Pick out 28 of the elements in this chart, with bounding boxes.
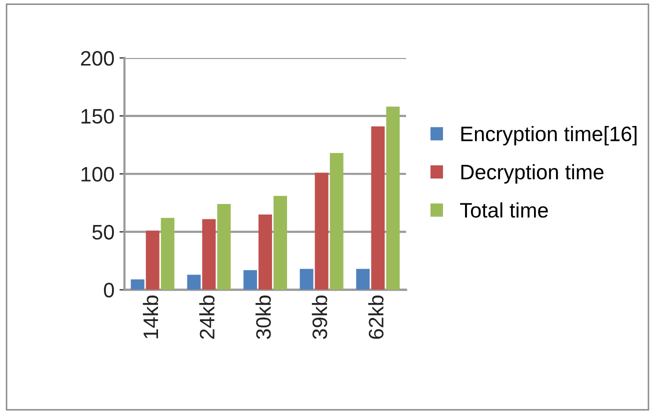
y-tick-label: 0	[104, 282, 114, 298]
bar	[130, 279, 144, 290]
bar	[356, 268, 370, 290]
bar	[371, 126, 385, 290]
bar	[160, 218, 174, 290]
bar	[258, 214, 272, 290]
x-tick-label: 14kb	[142, 296, 158, 338]
y-tick-label: 50	[92, 224, 114, 240]
bar	[243, 270, 258, 290]
y-tick-label: 100	[82, 166, 114, 182]
legend-label: Encryption time[16]	[461, 126, 636, 146]
bar	[217, 204, 231, 290]
bar	[274, 196, 288, 290]
legend-label: Total time	[460, 202, 548, 218]
x-tick-label: 62kb	[368, 296, 384, 339]
bar	[202, 219, 216, 290]
bar	[300, 268, 314, 290]
bar	[187, 274, 201, 290]
y-tick-label: 150	[82, 108, 114, 124]
x-tick-label: 39kb	[312, 296, 328, 340]
legend-label: Decryption time	[461, 164, 604, 184]
x-tick-label: 24kb	[199, 296, 215, 339]
bar	[330, 153, 344, 290]
x-tick-label: 30kb	[256, 296, 271, 340]
bar	[386, 106, 400, 290]
bar	[146, 230, 160, 290]
y-tick-label: 200	[81, 50, 114, 66]
bar	[314, 172, 328, 290]
